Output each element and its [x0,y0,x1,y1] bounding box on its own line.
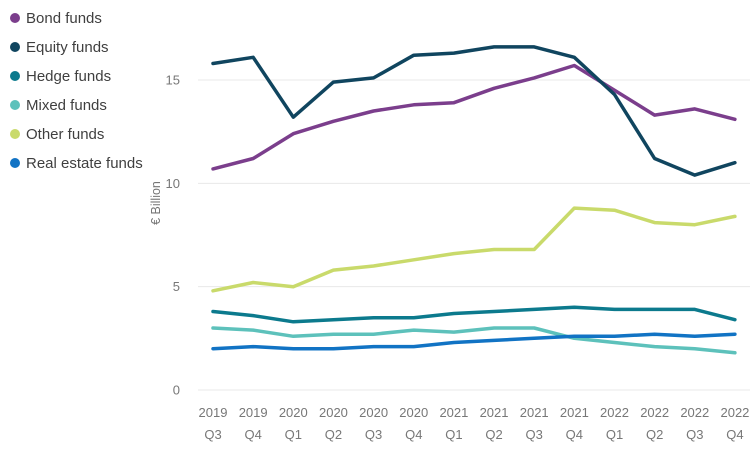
legend-item-other-funds[interactable]: Other funds [10,124,143,144]
y-axis-tick-0: 0 [173,383,180,398]
x-axis-tick-2020-Q2: 2020 Q2 [319,405,348,442]
series-line-bond-funds[interactable] [211,63,737,171]
svg-text:Q2: Q2 [485,427,502,442]
series-line-other-funds[interactable] [211,206,737,293]
legend-label: Mixed funds [26,96,107,114]
svg-text:2020: 2020 [279,405,308,420]
y-axis-tick-15: 15 [166,73,180,88]
svg-text:2021: 2021 [480,405,509,420]
legend-label: Equity funds [26,38,109,56]
y-axis-tick-10: 10 [166,176,180,191]
x-axis-tick-2022-Q2: 2022 Q2 [640,405,669,442]
series-line-real-estate-funds[interactable] [211,332,737,351]
svg-text:Q1: Q1 [445,427,462,442]
svg-text:2020: 2020 [359,405,388,420]
legend-item-bond-funds[interactable]: Bond funds [10,8,143,28]
svg-text:2021: 2021 [560,405,589,420]
x-axis-tick-2021-Q4: 2021 Q4 [560,405,589,442]
svg-text:2020: 2020 [399,405,428,420]
svg-text:Q3: Q3 [686,427,703,442]
svg-text:2019: 2019 [239,405,268,420]
svg-text:2022: 2022 [720,405,749,420]
legend-label: Other funds [26,125,105,143]
legend-item-hedge-funds[interactable]: Hedge funds [10,66,143,86]
series-line-mixed-funds[interactable] [211,326,737,355]
svg-text:Q2: Q2 [325,427,342,442]
svg-text:2022: 2022 [600,405,629,420]
svg-text:2019: 2019 [199,405,228,420]
svg-text:Q2: Q2 [646,427,663,442]
svg-text:Q3: Q3 [526,427,543,442]
legend-dot-other-funds [10,129,20,139]
svg-text:Q4: Q4 [405,427,422,442]
svg-text:Q3: Q3 [204,427,221,442]
x-axis-tick-2021-Q2: 2021 Q2 [480,405,509,442]
series-line-equity-funds[interactable] [211,45,737,177]
x-axis-tick-2022-Q1: 2022 Q1 [600,405,629,442]
legend-label: Hedge funds [26,67,112,85]
legend-item-equity-funds[interactable]: Equity funds [10,37,143,57]
x-axis-tick-2022-Q3: 2022 Q3 [680,405,709,442]
x-axis-tick-2021-Q1: 2021 Q1 [439,405,468,442]
svg-text:Q4: Q4 [244,427,261,442]
svg-text:2020: 2020 [319,405,348,420]
svg-text:2021: 2021 [520,405,549,420]
y-axis-tick-5: 5 [173,279,180,294]
svg-text:2022: 2022 [640,405,669,420]
x-axis-tick-2020-Q4: 2020 Q4 [399,405,428,442]
svg-text:Q4: Q4 [726,427,743,442]
x-axis-tick-2021-Q3: 2021 Q3 [520,405,549,442]
chart-legend: Bond funds Equity funds Hedge funds Mixed f… [10,8,143,173]
svg-text:Q3: Q3 [365,427,382,442]
legend-dot-real-estate-funds [10,158,20,168]
y-axis-title: € Billion [149,181,163,225]
x-axis-tick-2019-Q3: 2019 Q3 [199,405,228,442]
series-line-hedge-funds[interactable] [211,305,737,324]
svg-text:2022: 2022 [680,405,709,420]
legend-item-real-estate-funds[interactable]: Real estate funds [10,153,143,173]
svg-text:Q1: Q1 [285,427,302,442]
x-axis-tick-2020-Q3: 2020 Q3 [359,405,388,442]
legend-dot-hedge-funds [10,71,20,81]
svg-text:2021: 2021 [439,405,468,420]
legend-dot-bond-funds [10,13,20,23]
legend-dot-mixed-funds [10,100,20,110]
x-axis-tick-2020-Q1: 2020 Q1 [279,405,308,442]
svg-text:Q4: Q4 [566,427,583,442]
x-axis-tick-2019-Q4: 2019 Q4 [239,405,268,442]
x-axis-tick-2022-Q4: 2022 Q4 [720,405,749,442]
legend-label: Bond funds [26,9,102,27]
svg-text:Q1: Q1 [606,427,623,442]
legend-label: Real estate funds [26,154,143,172]
legend-item-mixed-funds[interactable]: Mixed funds [10,95,143,115]
legend-dot-equity-funds [10,42,20,52]
